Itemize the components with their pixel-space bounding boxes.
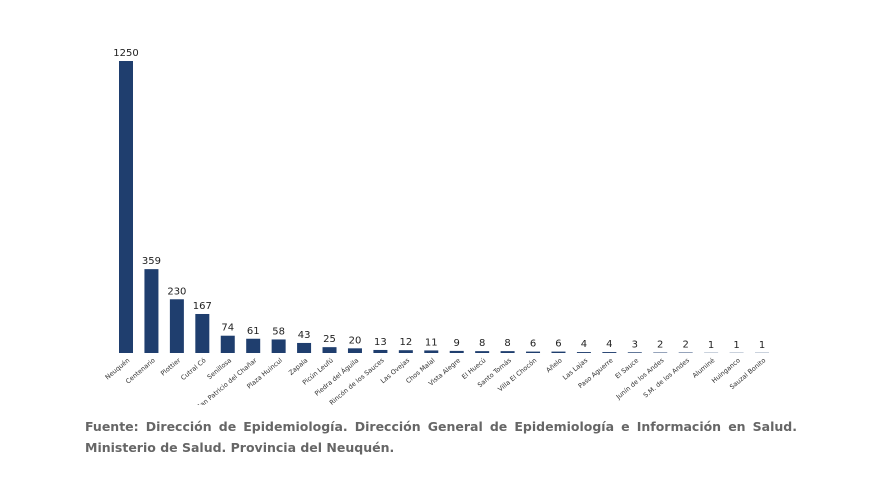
x-tick-label: Añelo (545, 356, 564, 374)
value-label: 8 (504, 338, 510, 349)
bar (246, 338, 261, 353)
value-label: 2 (682, 340, 688, 351)
x-tick-label: Plottier (159, 356, 182, 377)
value-label: 9 (454, 338, 460, 349)
source-note: Fuente: Dirección de Epidemiología. Dire… (85, 419, 797, 455)
bar (551, 351, 566, 353)
bar (119, 61, 133, 353)
bar (602, 352, 617, 353)
value-label: 1 (759, 340, 765, 351)
bar (347, 348, 362, 353)
x-tick-label: Piedra del Águila (313, 356, 361, 398)
bar (424, 350, 439, 353)
value-label: 11 (425, 337, 438, 348)
bar (220, 335, 235, 353)
value-label: 3 (632, 339, 638, 350)
value-label: 20 (349, 335, 362, 346)
bar (373, 349, 388, 353)
bar (475, 351, 490, 353)
value-label: 4 (581, 339, 587, 350)
x-tick-label: Cutral Có (179, 356, 207, 382)
value-label: 8 (479, 338, 485, 349)
value-label: 2 (657, 340, 663, 351)
value-label: 74 (221, 323, 234, 334)
value-label: 167 (193, 301, 212, 312)
bar (500, 351, 515, 353)
value-label: 4 (606, 339, 612, 350)
value-label: 1250 (113, 48, 138, 59)
value-label: 1 (733, 340, 739, 351)
value-label: 6 (555, 339, 561, 350)
x-tick-label: Zapala (287, 356, 309, 376)
bar (195, 313, 210, 353)
x-tick-label: S.M. de los Andes (642, 356, 692, 399)
value-label: 25 (323, 334, 336, 345)
bar (627, 352, 642, 353)
value-label: 230 (167, 286, 186, 297)
bar (144, 269, 159, 353)
value-label: 58 (272, 326, 285, 337)
value-label: 1 (708, 340, 714, 351)
chart: 1250Neuquén359Centenario230Plottier167Cu… (104, 48, 769, 405)
bar (398, 350, 413, 353)
value-label: 6 (530, 339, 536, 350)
value-label: 43 (298, 330, 311, 341)
bar (449, 350, 464, 353)
bar (322, 347, 337, 353)
value-label: 12 (399, 337, 412, 348)
value-label: 61 (247, 326, 260, 337)
bar (576, 352, 591, 353)
bar (526, 351, 541, 353)
value-label: 13 (374, 337, 387, 348)
bar (297, 342, 312, 353)
bar (169, 299, 184, 353)
value-label: 359 (142, 256, 161, 267)
bar (271, 339, 286, 353)
